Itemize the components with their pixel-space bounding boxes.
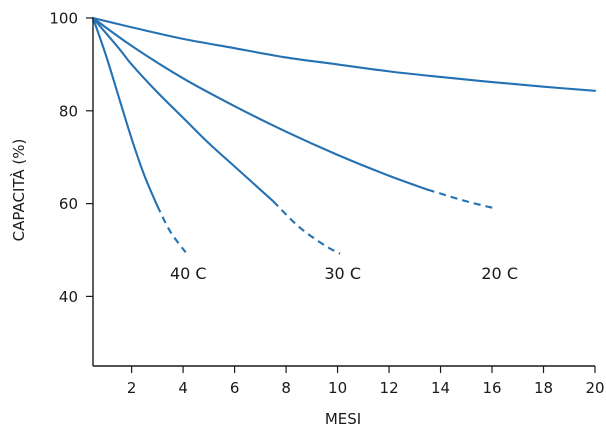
ticks: 2 4 6 8 10 12 14 16 18 20 40 60 80 100 xyxy=(49,10,604,398)
y-tick-label-80: 80 xyxy=(59,102,78,120)
series-line-40c xyxy=(91,16,159,207)
x-tick-label-4: 4 xyxy=(178,379,188,397)
x-tick-label-2: 2 xyxy=(127,379,137,397)
series-layer xyxy=(91,16,597,255)
series-extrapolation-40c xyxy=(156,205,187,253)
series-line-30c xyxy=(91,16,275,203)
series-extrapolation-20c xyxy=(427,188,495,210)
x-tick-label-16: 16 xyxy=(482,379,501,397)
y-tick-label-100: 100 xyxy=(49,10,78,28)
x-tick-label-20: 20 xyxy=(585,379,604,397)
series-label-30c: 30 C xyxy=(324,264,361,283)
axes xyxy=(92,18,595,367)
x-tick-label-10: 10 xyxy=(328,379,347,397)
series-labels: 40 C 30 C 20 C xyxy=(170,264,518,283)
series-label-40c: 40 C xyxy=(170,264,207,283)
y-tick-label-40: 40 xyxy=(59,288,78,306)
series-line-unlabeled xyxy=(91,16,597,92)
series-extrapolation-30c xyxy=(272,200,341,255)
x-tick-label-6: 6 xyxy=(230,379,240,397)
series-label-20c: 20 C xyxy=(481,264,518,283)
x-tick-label-18: 18 xyxy=(534,379,553,397)
y-axis-title: CAPACITÀ (%) xyxy=(9,139,28,242)
x-tick-label-8: 8 xyxy=(281,379,291,397)
x-tick-label-14: 14 xyxy=(431,379,450,397)
x-tick-label-12: 12 xyxy=(380,379,399,397)
x-axis-title: MESI xyxy=(325,410,361,428)
series-line-20c xyxy=(91,16,429,191)
y-tick-label-60: 60 xyxy=(59,195,78,213)
